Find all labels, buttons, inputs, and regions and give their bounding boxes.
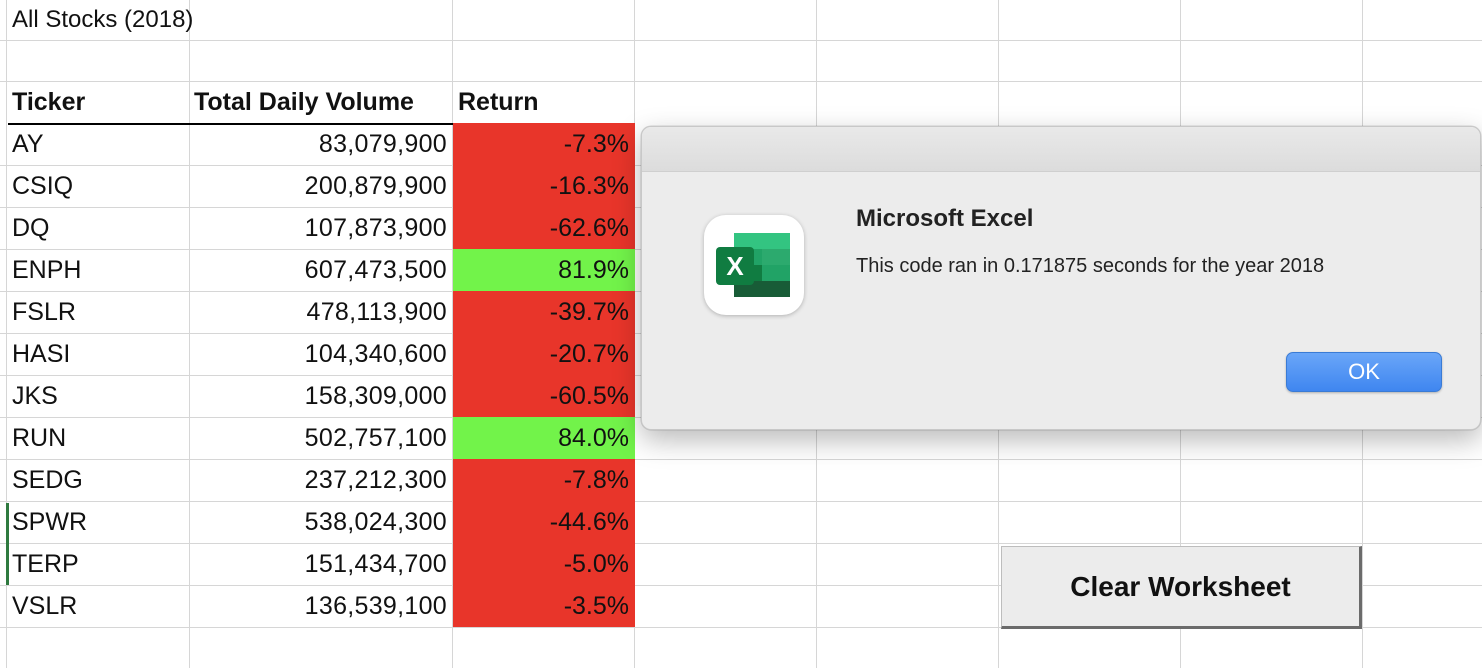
grid-line <box>0 459 1482 460</box>
row-selection-marker <box>6 503 9 585</box>
header-return[interactable]: Return <box>458 88 539 116</box>
return-cell[interactable]: 84.0% <box>453 417 635 459</box>
grid-line <box>0 501 1482 502</box>
ok-button[interactable]: OK <box>1286 352 1442 392</box>
ticker-cell[interactable]: SPWR <box>12 508 87 536</box>
volume-cell[interactable]: 502,757,100 <box>304 424 447 452</box>
grid-line <box>0 81 1482 82</box>
volume-cell[interactable]: 538,024,300 <box>304 508 447 536</box>
ticker-cell[interactable]: AY <box>12 130 44 158</box>
volume-cell[interactable]: 107,873,900 <box>304 214 447 242</box>
volume-cell[interactable]: 200,879,900 <box>304 172 447 200</box>
excel-app-icon: X <box>704 215 804 315</box>
message-dialog: X Microsoft Excel This code ran in 0.171… <box>641 126 1481 430</box>
volume-cell[interactable]: 104,340,600 <box>304 340 447 368</box>
ticker-cell[interactable]: JKS <box>12 382 58 410</box>
ticker-cell[interactable]: FSLR <box>12 298 76 326</box>
return-cell[interactable]: -62.6% <box>453 207 635 249</box>
sheet-title[interactable]: All Stocks (2018) <box>12 6 194 33</box>
return-cell[interactable]: -7.3% <box>453 123 635 165</box>
ticker-cell[interactable]: TERP <box>12 550 79 578</box>
header-total-daily-volume[interactable]: Total Daily Volume <box>194 88 414 116</box>
ticker-cell[interactable]: ENPH <box>12 256 82 284</box>
ticker-cell[interactable]: SEDG <box>12 466 83 494</box>
header-border <box>8 123 635 125</box>
return-cell[interactable]: -60.5% <box>453 375 635 417</box>
return-cell[interactable]: -7.8% <box>453 459 635 501</box>
volume-cell[interactable]: 151,434,700 <box>304 550 447 578</box>
ticker-cell[interactable]: VSLR <box>12 592 78 620</box>
volume-cell[interactable]: 83,079,900 <box>318 130 447 158</box>
return-cell[interactable]: -20.7% <box>453 333 635 375</box>
grid-line <box>0 627 1482 628</box>
excel-icon-letter: X <box>726 251 744 281</box>
volume-cell[interactable]: 158,309,000 <box>304 382 447 410</box>
volume-cell[interactable]: 607,473,500 <box>304 256 447 284</box>
grid-line <box>0 585 1482 586</box>
volume-cell[interactable]: 136,539,100 <box>304 592 447 620</box>
dialog-title: Microsoft Excel <box>856 205 1034 232</box>
volume-cell[interactable]: 237,212,300 <box>304 466 447 494</box>
header-ticker[interactable]: Ticker <box>12 88 86 116</box>
grid-line <box>0 40 1482 41</box>
return-cell[interactable]: -39.7% <box>453 291 635 333</box>
ticker-cell[interactable]: RUN <box>12 424 67 452</box>
grid-line <box>6 0 7 668</box>
volume-cell[interactable]: 478,113,900 <box>306 298 447 326</box>
grid-line <box>452 0 453 668</box>
return-cell[interactable]: 81.9% <box>453 249 635 291</box>
grid-line <box>189 0 190 668</box>
return-cell[interactable]: -5.0% <box>453 543 635 585</box>
ticker-cell[interactable]: CSIQ <box>12 172 74 200</box>
ticker-cell[interactable]: HASI <box>12 340 71 368</box>
dialog-message: This code ran in 0.171875 seconds for th… <box>856 255 1325 277</box>
grid-line <box>0 543 1482 544</box>
ticker-cell[interactable]: DQ <box>12 214 50 242</box>
return-cell[interactable]: -3.5% <box>453 585 635 627</box>
return-cell[interactable]: -44.6% <box>453 501 635 543</box>
excel-logo-icon: X <box>716 233 790 297</box>
return-cell[interactable]: -16.3% <box>453 165 635 207</box>
dialog-titlebar[interactable] <box>642 127 1480 172</box>
clear-worksheet-button[interactable]: Clear Worksheet <box>1001 546 1362 629</box>
